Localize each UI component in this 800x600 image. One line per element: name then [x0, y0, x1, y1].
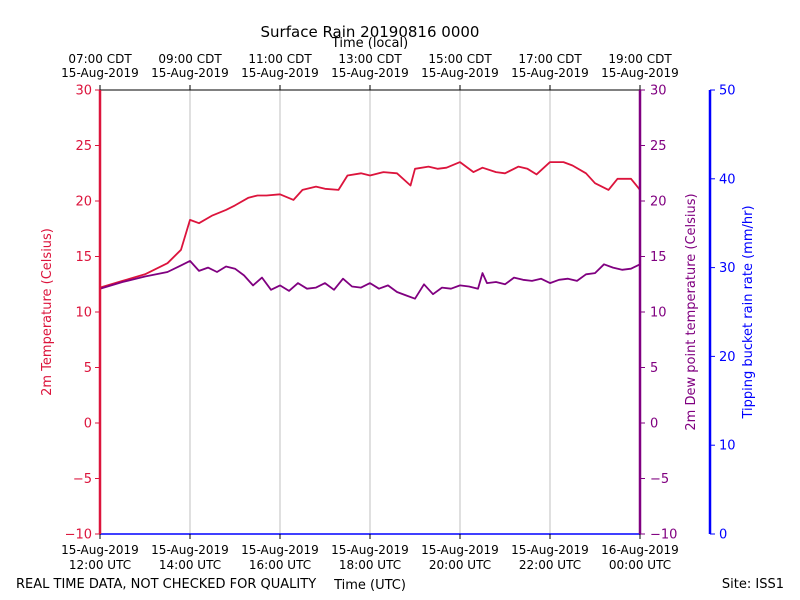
- local-tick-date-label: 15-Aug-2019: [61, 66, 139, 80]
- temperature-tick-label: −10: [65, 528, 92, 543]
- local-tick-date-label: 15-Aug-2019: [511, 66, 589, 80]
- dewpoint-tick-label: −10: [650, 528, 677, 543]
- temperature-tick-label: 20: [75, 195, 92, 210]
- dewpoint-axis-label: 2m Dew point temperature (Celsius): [684, 193, 699, 430]
- dewpoint-tick-label: 30: [650, 84, 667, 99]
- local-tick-date-label: 15-Aug-2019: [331, 66, 409, 80]
- rain-rate-tick-label: 40: [719, 172, 736, 187]
- utc-tick-date-label: 15-Aug-2019: [421, 543, 499, 557]
- utc-tick-time-label: 22:00 UTC: [519, 558, 581, 572]
- local-tick-time-label: 15:00 CDT: [428, 52, 492, 66]
- local-tick-time-label: 09:00 CDT: [158, 52, 222, 66]
- site-label: Site: ISS1: [722, 577, 784, 592]
- local-tick-date-label: 15-Aug-2019: [151, 66, 229, 80]
- bottom-axis-label: Time (UTC): [333, 578, 406, 593]
- utc-tick-date-label: 15-Aug-2019: [331, 543, 409, 557]
- temperature-tick-label: 10: [75, 306, 92, 321]
- rain-rate-tick-label: 30: [719, 261, 736, 276]
- local-tick-time-label: 13:00 CDT: [338, 52, 402, 66]
- rain-rate-tick-label: 50: [719, 84, 736, 99]
- rain-rate-axis-label: Tipping bucket rain rate (mm/hr): [741, 205, 756, 419]
- top-axis-label: Time (local): [331, 36, 408, 51]
- utc-tick-date-label: 15-Aug-2019: [241, 543, 319, 557]
- local-tick-time-label: 17:00 CDT: [518, 52, 582, 66]
- utc-tick-time-label: 16:00 UTC: [249, 558, 311, 572]
- local-tick-date-label: 15-Aug-2019: [421, 66, 499, 80]
- axis-layer: −10 −5 0 5 10 15 20 25 30 −10 −5 0 5 10 15 20 25 30 0 10 20 3…: [61, 52, 735, 572]
- temperature-tick-label: 0: [84, 417, 92, 432]
- utc-tick-time-label: 12:00 UTC: [69, 558, 131, 572]
- utc-tick-time-label: 14:00 UTC: [159, 558, 221, 572]
- rain-rate-tick-label: 10: [719, 439, 736, 454]
- temperature-tick-label: 30: [75, 84, 92, 99]
- dewpoint-tick-label: 20: [650, 195, 667, 210]
- dewpoint-series-line: [99, 259, 641, 300]
- local-tick-date-label: 15-Aug-2019: [601, 66, 679, 80]
- utc-tick-time-label: 00:00 UTC: [609, 558, 671, 572]
- quality-notice: REAL TIME DATA, NOT CHECKED FOR QUALITY: [16, 577, 316, 592]
- temperature-tick-label: 25: [75, 139, 92, 154]
- utc-tick-date-label: 15-Aug-2019: [61, 543, 139, 557]
- gridlines: [189, 90, 551, 534]
- dewpoint-tick-label: 25: [650, 139, 667, 154]
- chart-title: Surface Rain 20190816 0000: [261, 23, 480, 41]
- temperature-tick-label: 15: [75, 250, 92, 265]
- temperature-tick-label: −5: [73, 472, 92, 487]
- utc-tick-time-label: 18:00 UTC: [339, 558, 401, 572]
- dewpoint-tick-label: 0: [650, 417, 658, 432]
- utc-tick-date-label: 15-Aug-2019: [151, 543, 229, 557]
- local-tick-time-label: 11:00 CDT: [248, 52, 312, 66]
- utc-tick-date-label: 16-Aug-2019: [601, 543, 679, 557]
- temperature-series-line: [99, 161, 641, 289]
- dewpoint-tick-label: 10: [650, 306, 667, 321]
- local-tick-time-label: 07:00 CDT: [68, 52, 132, 66]
- local-tick-time-label: 19:00 CDT: [608, 52, 672, 66]
- dewpoint-tick-label: −5: [650, 472, 669, 487]
- dewpoint-tick-label: 15: [650, 250, 667, 265]
- rain-rate-tick-label: 20: [719, 350, 736, 365]
- utc-tick-time-label: 20:00 UTC: [429, 558, 491, 572]
- rain-rate-tick-label: 0: [719, 528, 727, 543]
- local-tick-date-label: 15-Aug-2019: [241, 66, 319, 80]
- utc-tick-date-label: 15-Aug-2019: [511, 543, 589, 557]
- temperature-tick-label: 5: [84, 361, 92, 376]
- temperature-axis-label: 2m Temperature (Celsius): [40, 228, 55, 396]
- dewpoint-tick-label: 5: [650, 361, 658, 376]
